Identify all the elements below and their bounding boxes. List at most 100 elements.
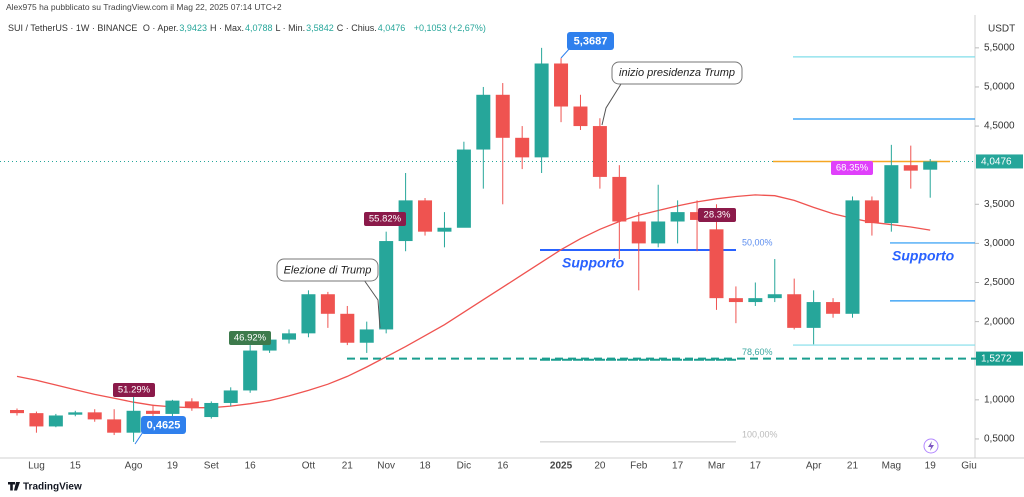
x-tick-label: 2025	[550, 461, 573, 472]
legend-key: L · Min.	[275, 23, 306, 33]
x-tick-label: Lug	[28, 461, 45, 472]
candle-body	[456, 149, 471, 228]
x-tick-label: 17	[672, 461, 684, 472]
candle-body	[379, 241, 394, 330]
price-callout	[567, 32, 614, 50]
candle-body	[223, 390, 238, 403]
note-box	[611, 61, 743, 85]
candle-body	[437, 227, 452, 232]
x-tick-label: 18	[419, 461, 431, 472]
footer-brand: TradingView	[23, 482, 82, 493]
price-callout-label: 0,4625	[147, 419, 181, 431]
candle-body	[767, 294, 782, 299]
pct-label: 51.29%	[118, 385, 151, 396]
candle-body	[515, 137, 530, 158]
legend: SUI / TetherUS · 1W · BINANCE O · Aper.3…	[8, 23, 489, 33]
legend-key: O · Aper.	[142, 23, 179, 33]
x-tick-label: 16	[245, 461, 257, 472]
candle-body	[340, 313, 355, 343]
candle-body	[690, 212, 705, 220]
candle-body	[651, 221, 666, 244]
candle-body	[418, 200, 433, 232]
y-tick-label: 0,5000	[984, 434, 1015, 445]
y-tick-label: 2,0000	[984, 316, 1015, 327]
candle-body	[68, 412, 83, 415]
candle-body	[554, 63, 569, 107]
candle-body	[826, 302, 841, 314]
candle-body	[923, 161, 938, 170]
unit-label: USDT	[988, 24, 1015, 35]
y-tick-label: 5,0000	[984, 82, 1015, 93]
fib-label: 100,00%	[742, 429, 778, 439]
legend-key: C · Chius.	[336, 23, 377, 33]
legend-key: H · Max.	[209, 23, 244, 33]
candle-body	[146, 410, 161, 414]
candle-body	[728, 298, 743, 303]
legend-value: 3,9423	[179, 23, 207, 33]
pct-label: 68.35%	[836, 163, 869, 174]
source-line: Alex975 ha pubblicato su TradingView.com…	[6, 2, 282, 12]
candle-body	[806, 302, 821, 328]
x-tick-label: Mar	[708, 461, 726, 472]
y-tick-label: 1,0000	[984, 394, 1015, 405]
legend-items: O · Aper.3,9423 H · Max.4,0788 L · Min.3,5…	[143, 23, 408, 33]
x-tick-label: 21	[847, 461, 859, 472]
x-tick-label: Ott	[302, 461, 316, 472]
fib-label: 78,60%	[742, 347, 773, 357]
x-tick-label: Set	[204, 461, 219, 472]
price-label-box	[976, 351, 1023, 366]
candle-body	[359, 329, 374, 343]
x-tick-label: 19	[167, 461, 179, 472]
candle-body	[126, 410, 141, 433]
fib-label: 50,00%	[742, 237, 773, 247]
note-pointer	[363, 279, 381, 329]
candle-body	[845, 200, 860, 314]
pct-box	[698, 208, 736, 222]
candle-body	[10, 410, 24, 414]
support-label: Supporto	[562, 255, 625, 271]
candle-body	[787, 294, 802, 328]
candle-body	[748, 298, 763, 303]
legend-change: +0,1053 (+2,67%)	[413, 23, 486, 33]
candle-body	[184, 401, 199, 408]
legend-value: 3,5842	[306, 23, 334, 33]
candle-body	[165, 400, 180, 414]
x-tick-label: 16	[497, 461, 509, 472]
price-callout	[141, 416, 186, 434]
y-tick-label: 5,5000	[984, 42, 1015, 53]
y-tick-label: 3,0000	[984, 238, 1015, 249]
x-tick-label: 21	[342, 461, 354, 472]
candle-body	[262, 339, 277, 351]
pct-box	[831, 161, 873, 175]
pct-label: 55.82%	[369, 214, 402, 225]
note-label: Elezione di Trump	[284, 264, 372, 276]
candle-body	[864, 200, 879, 224]
note-label: inizio presidenza Trump	[619, 67, 735, 79]
note-box	[276, 258, 379, 282]
pct-box	[229, 331, 271, 345]
candle-body	[670, 212, 685, 222]
x-tick-label: Ago	[125, 461, 143, 472]
pct-label: 28.3%	[704, 210, 731, 221]
legend-value: 4,0476	[377, 23, 406, 33]
candle-body	[612, 176, 627, 222]
pct-box	[113, 383, 155, 397]
plot: 0,5000 1,0000 2,0000 2,5000 3,0000 3,5000 4,50…	[0, 42, 1024, 472]
candle-body	[320, 294, 335, 314]
candle-body	[631, 221, 646, 244]
x-tick-label: Giu	[961, 461, 977, 472]
x-tick-label: 15	[70, 461, 82, 472]
candle-body	[282, 333, 297, 340]
x-tick-label: Feb	[630, 461, 648, 472]
candle-body	[301, 294, 316, 334]
x-tick-label: 17	[750, 461, 762, 472]
price-label: 1,5272	[981, 354, 1012, 365]
candle-body	[243, 350, 258, 391]
candle-body	[884, 165, 899, 224]
candle-body	[87, 412, 102, 420]
price-callout-label: 5,3687	[574, 35, 608, 47]
candle-body	[48, 415, 63, 427]
callout-pointer	[134, 431, 144, 445]
x-tick-label: Mag	[882, 461, 901, 472]
